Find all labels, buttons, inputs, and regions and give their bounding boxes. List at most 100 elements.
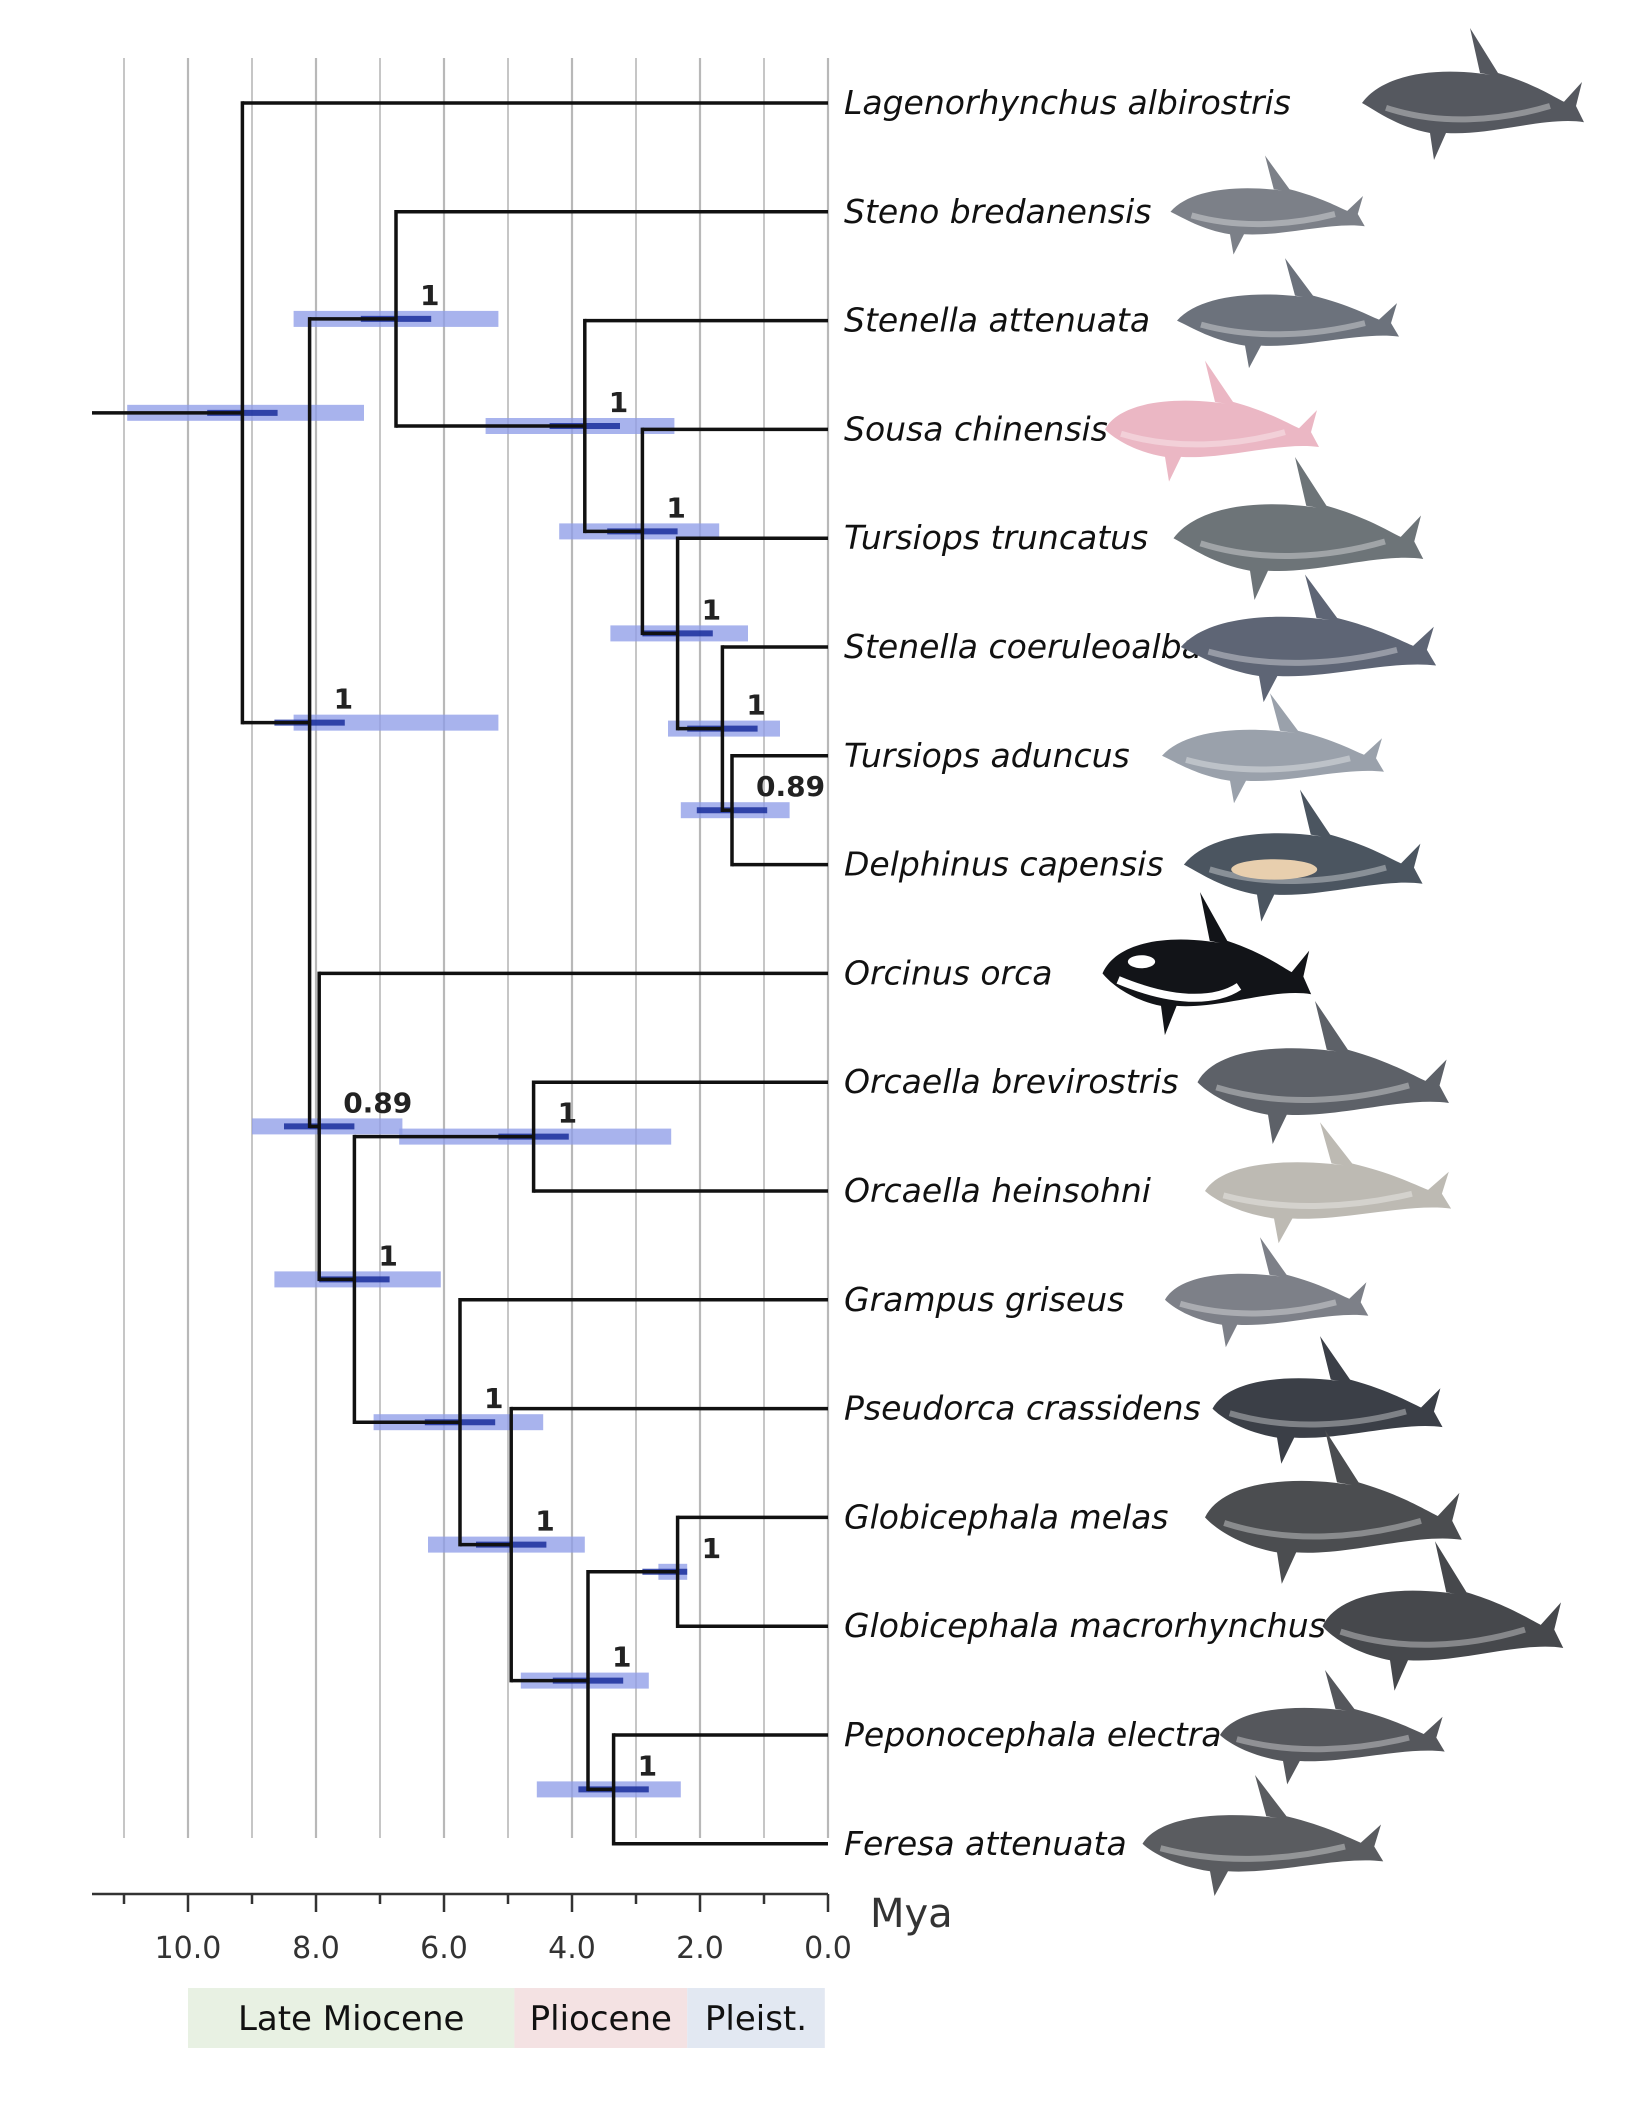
posterior-support-labels: 1 1 1 1 1 1 0.89 0.89 1 1 1 1 1 1 1 bbox=[334, 279, 825, 1783]
taxon-label: Lagenorhynchus albirostris bbox=[844, 83, 1291, 122]
icon-body bbox=[1165, 1237, 1369, 1348]
support-value: 1 bbox=[666, 491, 685, 524]
support-value: 1 bbox=[558, 1097, 577, 1130]
taxon-label: Stenella coeruleoalba bbox=[844, 627, 1202, 666]
taxon-label: Orcaella heinsohni bbox=[844, 1171, 1151, 1210]
icon-body bbox=[1197, 1000, 1449, 1144]
icon-body bbox=[1177, 258, 1399, 369]
hpd-bar bbox=[293, 714, 499, 731]
epoch-band bbox=[514, 1988, 688, 2048]
epoch-label: Late Miocene bbox=[238, 1999, 465, 2039]
rough-toothed-dolphin-icon bbox=[1170, 155, 1365, 255]
species-illustrations bbox=[1102, 28, 1584, 1897]
taxon-label: Grampus griseus bbox=[844, 1280, 1124, 1319]
taxon-label: Orcinus orca bbox=[844, 953, 1053, 992]
icon-shading bbox=[1208, 864, 1387, 884]
icon-body bbox=[1212, 1336, 1443, 1464]
icon-shading bbox=[1159, 1843, 1346, 1862]
icon-shading bbox=[1215, 1082, 1410, 1103]
icon-shading bbox=[1207, 646, 1398, 666]
icon-shading bbox=[1385, 103, 1551, 123]
icon-body bbox=[1205, 1122, 1452, 1244]
icon-body bbox=[1102, 892, 1312, 1036]
icon-shading bbox=[1190, 211, 1336, 228]
taxon-label: Peponocephala electra bbox=[844, 1715, 1222, 1754]
icon-belly-patch bbox=[1116, 976, 1242, 1002]
epoch-band bbox=[687, 1988, 825, 2048]
taxon-label: Delphinus capensis bbox=[844, 845, 1164, 884]
support-value: 0.89 bbox=[756, 770, 825, 803]
hpd-interval-bars bbox=[127, 310, 790, 1798]
axis-unit-label: Mya bbox=[870, 1891, 953, 1937]
support-value: 1 bbox=[420, 279, 439, 312]
icon-shading bbox=[1222, 1190, 1413, 1210]
taxon-label: Steno bredanensis bbox=[844, 192, 1151, 231]
taxon-label: Globicephala melas bbox=[844, 1497, 1169, 1536]
support-value: 1 bbox=[612, 1641, 631, 1674]
indo-pacific-bottlenose-icon bbox=[1162, 693, 1384, 804]
short-finned-pilot-whale-icon bbox=[1322, 1541, 1564, 1691]
epoch-label: Pliocene bbox=[530, 1999, 672, 2039]
axis-tick-label: 10.0 bbox=[155, 1931, 222, 1966]
taxon-label: Tursiops aduncus bbox=[844, 736, 1130, 775]
long-finned-pilot-whale-icon bbox=[1205, 1429, 1462, 1584]
epoch-label: Pleist. bbox=[705, 1999, 807, 2039]
melon-headed-whale-icon bbox=[1220, 1670, 1445, 1785]
epoch-band bbox=[188, 1988, 515, 2048]
icon-body bbox=[1205, 1429, 1462, 1584]
taxon-label: Orcaella brevirostris bbox=[844, 1062, 1179, 1101]
icon-body bbox=[1170, 155, 1365, 255]
support-value: 1 bbox=[334, 683, 353, 716]
icon-shading bbox=[1185, 755, 1351, 773]
icon-shading bbox=[1223, 1518, 1422, 1540]
axis-tick-label: 6.0 bbox=[420, 1931, 468, 1966]
icon-shading bbox=[1339, 1626, 1526, 1648]
geologic-epoch-bar: Late Miocene Pliocene Pleist. bbox=[188, 1988, 825, 2048]
white-beaked-dolphin-icon bbox=[1362, 28, 1584, 160]
icon-shading bbox=[1120, 429, 1286, 448]
support-value: 1 bbox=[484, 1382, 503, 1415]
irrawaddy-dolphin-icon bbox=[1197, 1000, 1449, 1144]
icon-flank-patch bbox=[1231, 859, 1318, 880]
taxon-label: Sousa chinensis bbox=[844, 409, 1108, 448]
false-killer-whale-icon bbox=[1212, 1336, 1443, 1464]
icon-body bbox=[1180, 574, 1437, 703]
taxon-label: Tursiops truncatus bbox=[844, 518, 1148, 557]
icon-body bbox=[1220, 1670, 1445, 1785]
snubfin-dolphin-icon bbox=[1205, 1122, 1452, 1244]
icon-shading bbox=[1179, 1299, 1337, 1317]
axis-tick-label: 2.0 bbox=[676, 1931, 724, 1966]
icon-shading bbox=[1228, 1408, 1407, 1428]
taxon-label: Pseudorca crassidens bbox=[844, 1389, 1201, 1428]
icon-body bbox=[1162, 693, 1384, 804]
axis-tick-label: 4.0 bbox=[548, 1931, 596, 1966]
support-value: 1 bbox=[746, 689, 765, 722]
spotted-dolphin-icon bbox=[1177, 258, 1399, 369]
common-dolphin-icon bbox=[1183, 789, 1423, 922]
icon-eyepatch bbox=[1127, 955, 1156, 969]
support-value: 1 bbox=[609, 386, 628, 419]
icon-body bbox=[1105, 360, 1319, 482]
orca-icon bbox=[1102, 892, 1312, 1036]
icon-body bbox=[1142, 1775, 1384, 1897]
support-value: 1 bbox=[702, 1532, 721, 1565]
humpback-dolphin-icon bbox=[1105, 360, 1319, 482]
support-value: 1 bbox=[535, 1505, 554, 1538]
support-value: 0.89 bbox=[343, 1086, 412, 1119]
icon-body bbox=[1362, 28, 1584, 160]
time-gridlines bbox=[123, 58, 830, 1838]
striped-dolphin-icon bbox=[1180, 574, 1437, 703]
icon-shading bbox=[1199, 538, 1386, 559]
icon-body bbox=[1322, 1541, 1564, 1691]
icon-body bbox=[1173, 456, 1424, 600]
bottlenose-dolphin-icon bbox=[1173, 456, 1424, 600]
icon-shading bbox=[1236, 1734, 1410, 1753]
support-value: 1 bbox=[638, 1749, 657, 1782]
axis-tick-label: 8.0 bbox=[292, 1931, 340, 1966]
icon-shading bbox=[1200, 320, 1366, 338]
time-axis: Mya 10.0 8.0 6.0 4.0 2.0 0.0 bbox=[92, 1891, 953, 1966]
rissos-dolphin-icon bbox=[1165, 1237, 1369, 1348]
support-value: 1 bbox=[702, 593, 721, 626]
taxon-label: Globicephala macrorhynchus bbox=[844, 1606, 1326, 1645]
